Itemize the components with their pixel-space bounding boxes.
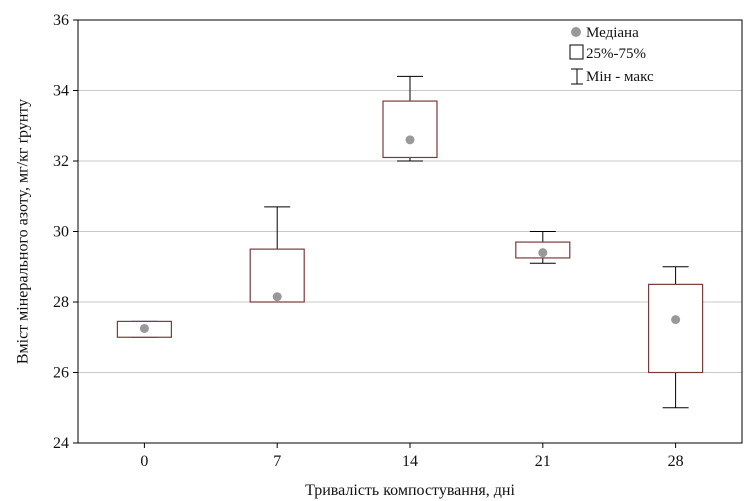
x-axis-label: Тривалість компостування, дні [305,482,515,499]
y-tick-label: 36 [53,12,69,29]
x-tick-label: 28 [668,453,684,470]
y-axis-ticks: 24 26 28 30 32 34 36 [53,12,78,452]
y-tick-label: 32 [53,153,69,170]
box-series [116,75,704,409]
legend-median-label: Медіана [586,25,639,41]
median-point [405,135,415,145]
y-axis-label: Вміст мінерального азоту, мг/кг ґрунту [15,99,32,364]
x-tick-label: 14 [402,453,418,470]
iqr-box [647,283,704,374]
median-point [671,315,681,325]
x-axis-ticks: 0 7 14 21 28 [140,443,684,470]
y-tick-label: 30 [53,224,69,241]
x-tick-label: 0 [140,453,148,470]
legend-box-label: 25%-75% [586,46,646,62]
legend-whisker-label: Мін - макс [586,69,654,85]
legend-box-icon [569,44,584,60]
y-tick-label: 34 [53,83,69,100]
median-point [272,292,282,302]
x-tick-label: 21 [535,453,551,470]
legend-whisker-icon [571,68,583,85]
iqr-box [382,100,438,159]
median-point [538,248,548,258]
legend: Медіана 25%-75% Мін - макс [569,25,654,85]
x-tick-label: 7 [273,453,281,470]
y-tick-label: 24 [53,435,69,452]
legend-median-icon [571,27,581,37]
y-tick-label: 26 [53,365,69,382]
median-point [139,323,149,333]
y-tick-label: 28 [53,294,69,311]
